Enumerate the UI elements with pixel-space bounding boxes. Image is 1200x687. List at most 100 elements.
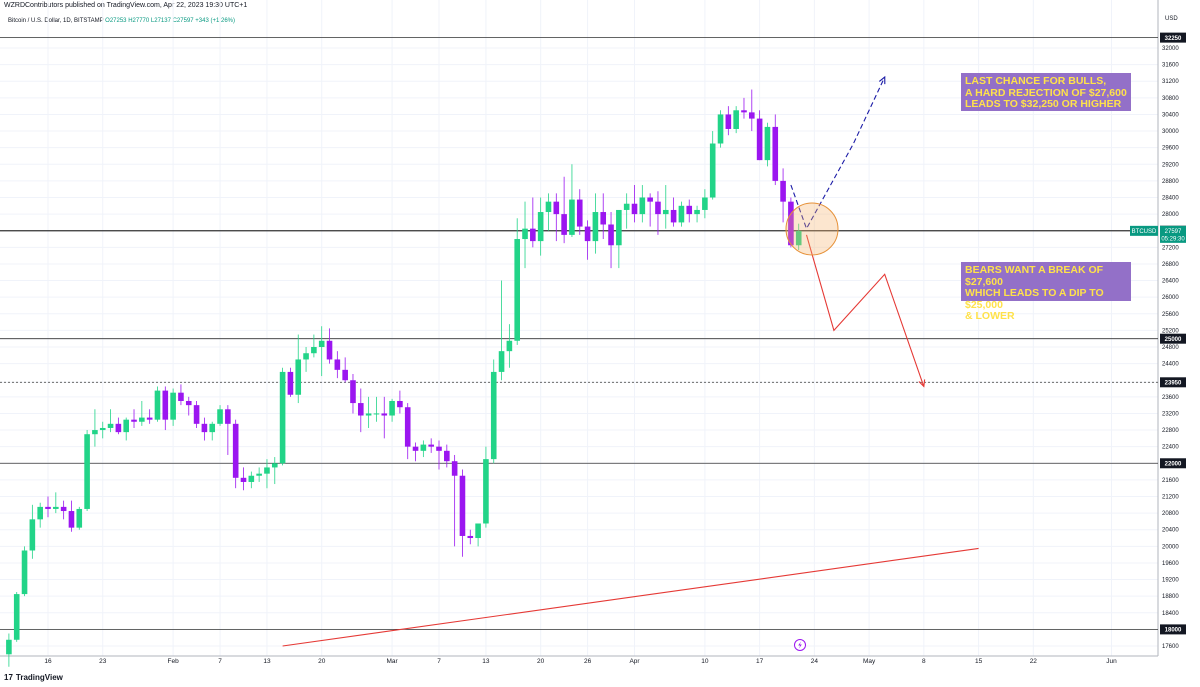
candle xyxy=(6,633,12,667)
level-badge-bg xyxy=(1160,333,1186,344)
level-badge: 25000 xyxy=(1160,333,1186,344)
candle-body xyxy=(506,340,513,352)
countdown-label: 05:29:30 xyxy=(1161,236,1185,242)
time-tick-label: 8 xyxy=(922,658,926,665)
candle-body xyxy=(795,230,802,246)
time-tick-label: 24 xyxy=(811,658,819,665)
candle-body xyxy=(123,419,129,433)
candle-body xyxy=(623,203,630,210)
candle-body xyxy=(209,423,216,433)
price-tick-label: 24400 xyxy=(1162,362,1179,368)
candle-body xyxy=(717,114,724,144)
current-price-label: 27597 xyxy=(1165,229,1182,235)
candle-body xyxy=(29,519,36,551)
candle xyxy=(342,357,348,383)
time-tick-label: 20 xyxy=(318,658,326,665)
candle-body xyxy=(318,340,325,347)
level-badge-bg xyxy=(1160,624,1186,635)
candle-body xyxy=(553,201,560,215)
candle xyxy=(53,492,59,514)
candle-body xyxy=(475,523,481,539)
candle-body xyxy=(68,511,75,528)
chart-grid xyxy=(0,0,1159,657)
candle xyxy=(201,417,208,441)
candle-body xyxy=(670,209,677,223)
candle-body xyxy=(404,407,411,447)
candle xyxy=(600,193,607,240)
candle xyxy=(68,500,75,532)
candle-body xyxy=(428,444,434,447)
candle-body xyxy=(788,201,794,246)
candle xyxy=(139,400,145,426)
candle xyxy=(37,502,43,528)
candle-body xyxy=(256,473,262,476)
level-badge-label: 23950 xyxy=(1165,380,1182,386)
candle-body xyxy=(53,506,59,509)
tradingview-logo-icon: 17 xyxy=(4,673,13,682)
level-badge: 23950 xyxy=(1160,377,1186,388)
time-tick-label: 16 xyxy=(44,658,52,665)
symbol-name[interactable]: Bitcoin / U.S. Dollar, 1D, BITSTAMP xyxy=(8,18,104,24)
bull-projection xyxy=(790,76,886,230)
candle xyxy=(420,440,427,458)
candle-body xyxy=(451,461,458,476)
candle-body xyxy=(107,423,114,428)
candle-body xyxy=(483,459,489,524)
candle-body xyxy=(84,434,90,509)
candle xyxy=(584,220,591,260)
candle-body xyxy=(350,380,356,404)
time-tick-label: Apr xyxy=(629,658,640,665)
candle xyxy=(193,400,200,428)
candle-body xyxy=(678,205,685,223)
price-tick-label: 28400 xyxy=(1162,196,1179,202)
candle xyxy=(264,459,270,489)
candle-body xyxy=(146,417,153,420)
candle xyxy=(13,592,20,642)
candle-body xyxy=(764,126,771,161)
candle xyxy=(772,114,779,186)
candle xyxy=(318,326,325,377)
candle xyxy=(655,191,661,235)
price-tick-label: 22400 xyxy=(1162,445,1179,451)
ohlc-high: H27770 xyxy=(128,18,150,24)
candle-body xyxy=(6,639,12,655)
candle-body xyxy=(271,463,278,468)
flash-event-icon xyxy=(794,639,806,651)
candle xyxy=(670,197,677,227)
tradingview-logo[interactable]: 17 TradingView xyxy=(4,673,63,682)
candle-body xyxy=(13,594,20,640)
candle xyxy=(92,409,98,447)
candle xyxy=(686,199,693,223)
price-tick-label: 27200 xyxy=(1162,245,1179,251)
candle xyxy=(60,500,67,520)
candle-body xyxy=(576,199,583,227)
ohlc-low: L27137 xyxy=(150,18,171,24)
candle xyxy=(131,409,137,428)
symbol-tag-label: BTCUSD xyxy=(1132,229,1157,235)
candle-body xyxy=(655,201,661,215)
candle xyxy=(217,405,223,426)
time-tick-label: Mar xyxy=(386,658,398,665)
candle-body xyxy=(639,197,646,215)
candle-body xyxy=(193,405,200,424)
price-tick-label: 17600 xyxy=(1162,644,1179,650)
candle xyxy=(240,467,247,491)
price-tick-label: 18800 xyxy=(1162,594,1179,600)
price-tick-label: 31600 xyxy=(1162,63,1179,69)
candle-body xyxy=(420,444,427,451)
candle xyxy=(576,189,583,235)
time-tick-label: 13 xyxy=(482,658,490,665)
candle-body xyxy=(170,392,176,420)
candle-body xyxy=(756,118,763,161)
candle-body xyxy=(530,228,536,242)
candle-body xyxy=(139,417,145,422)
level-badge-label: 22000 xyxy=(1165,461,1182,467)
candle-body xyxy=(311,347,317,354)
highlight-circle xyxy=(785,202,839,256)
candle xyxy=(381,396,388,439)
candle-body xyxy=(373,413,380,415)
candle-body xyxy=(248,475,255,482)
price-badges: 322502760025000239502200018000BTCUSD2759… xyxy=(1130,32,1186,635)
candle xyxy=(256,467,262,482)
